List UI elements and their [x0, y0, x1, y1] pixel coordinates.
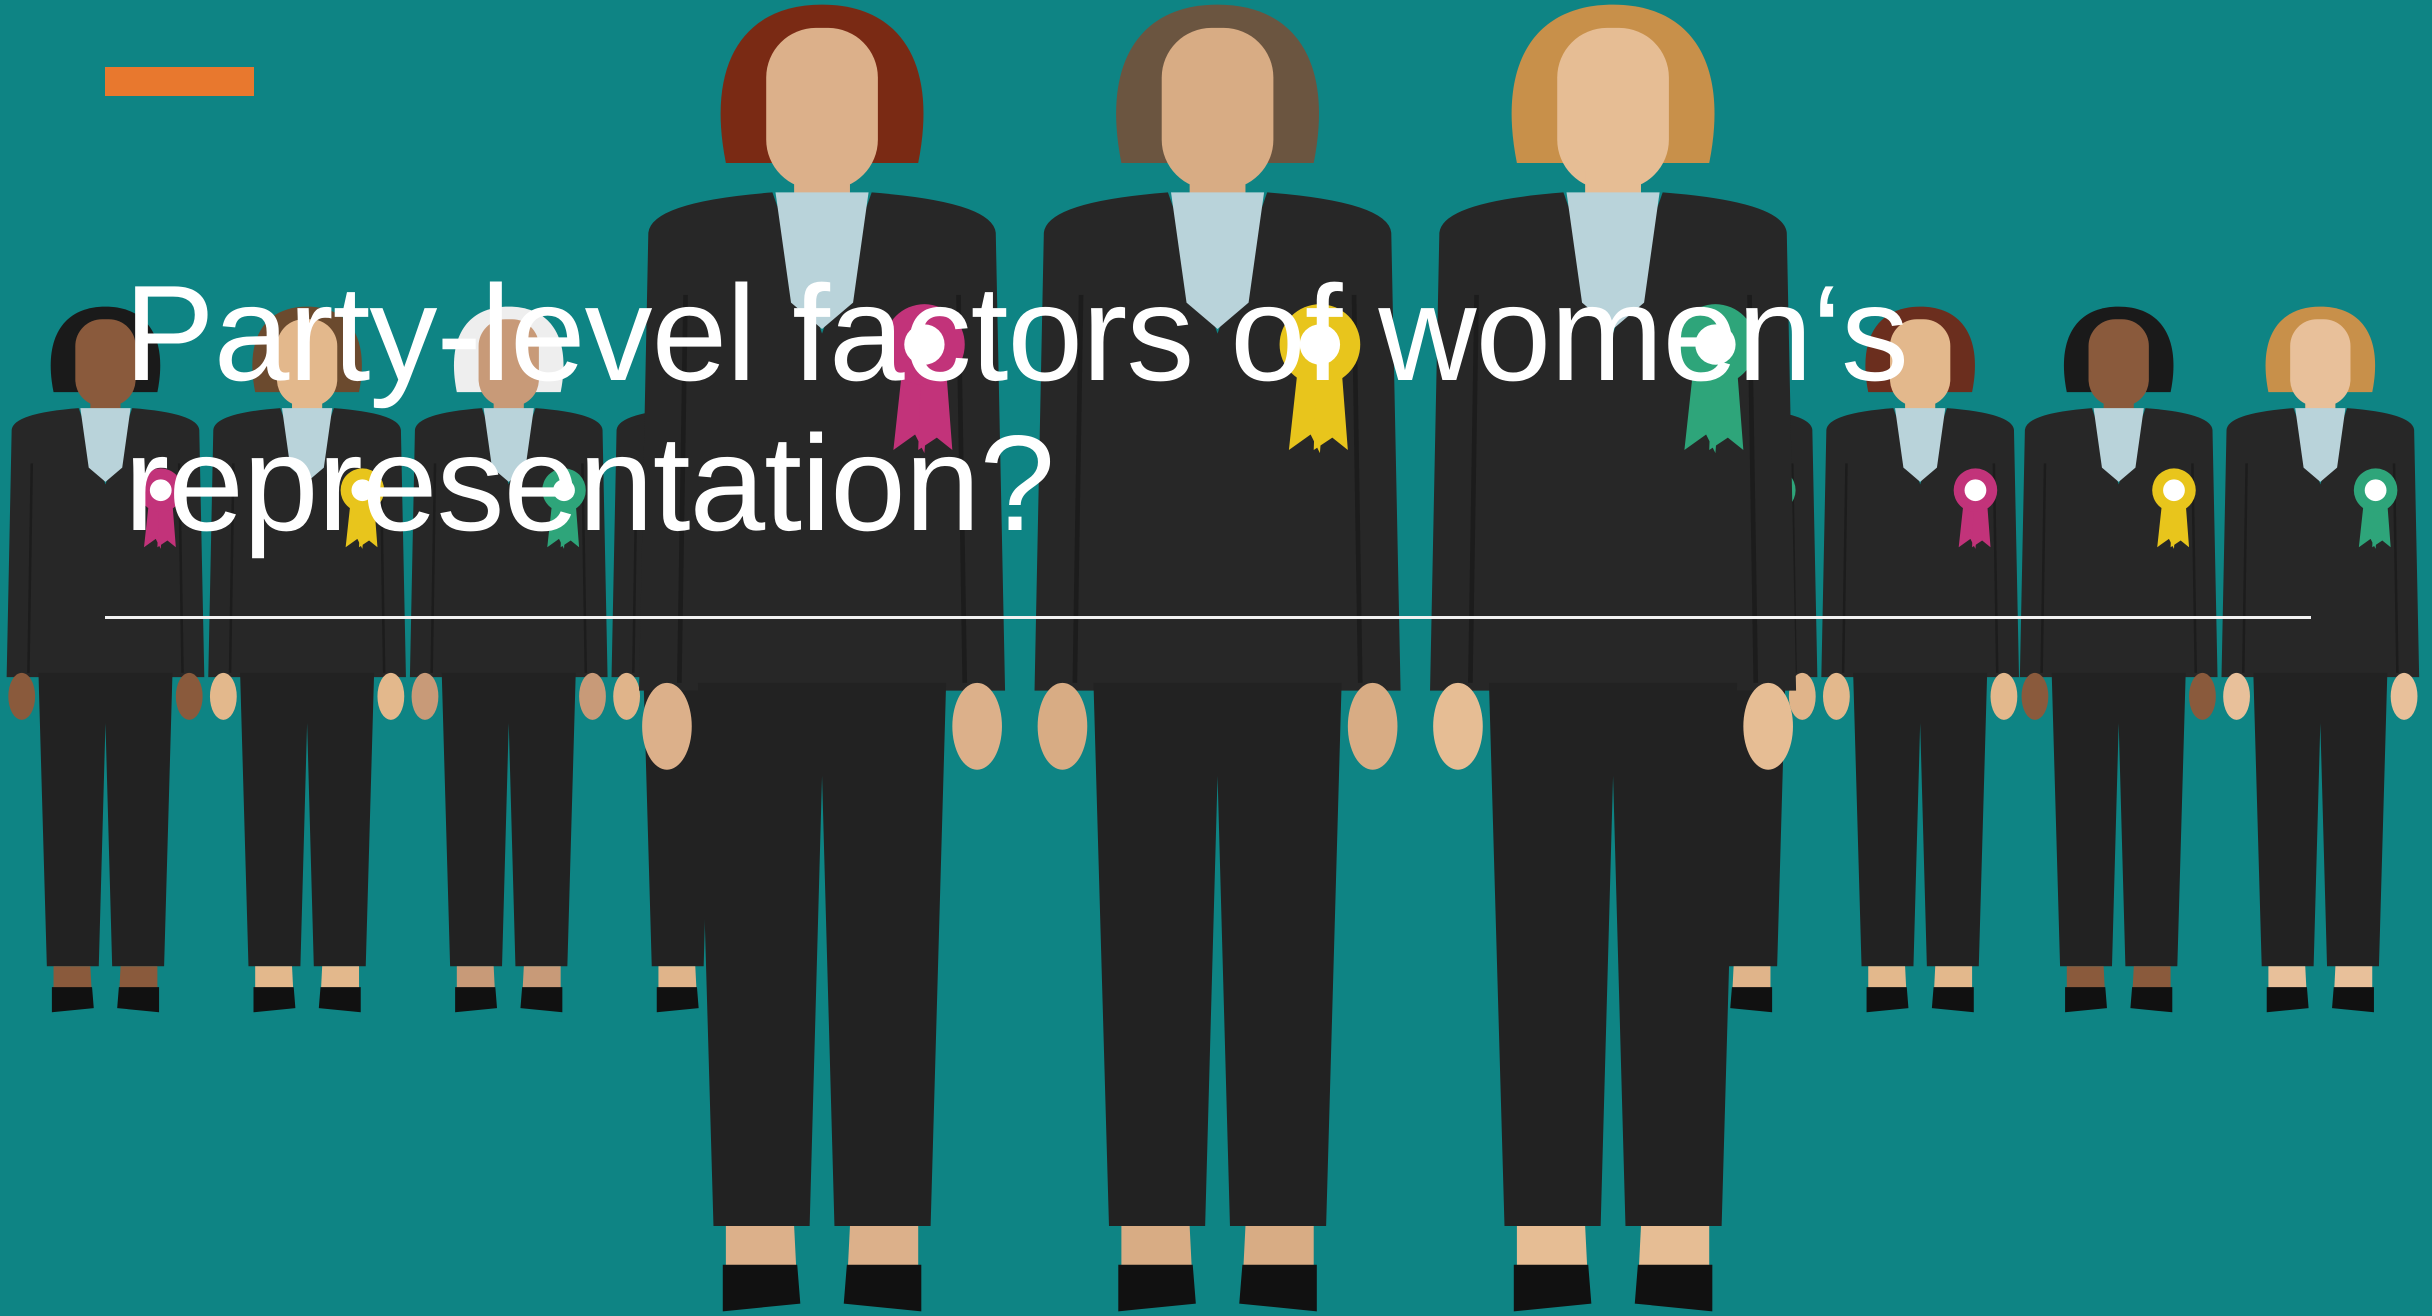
background-illustration [0, 0, 2432, 1316]
slide-title: Party-level factors of women‘s represent… [124, 258, 2274, 558]
title-underline [105, 616, 2311, 619]
slide: Party-level factors of women‘s represent… [0, 0, 2432, 1316]
accent-bar [105, 67, 254, 96]
